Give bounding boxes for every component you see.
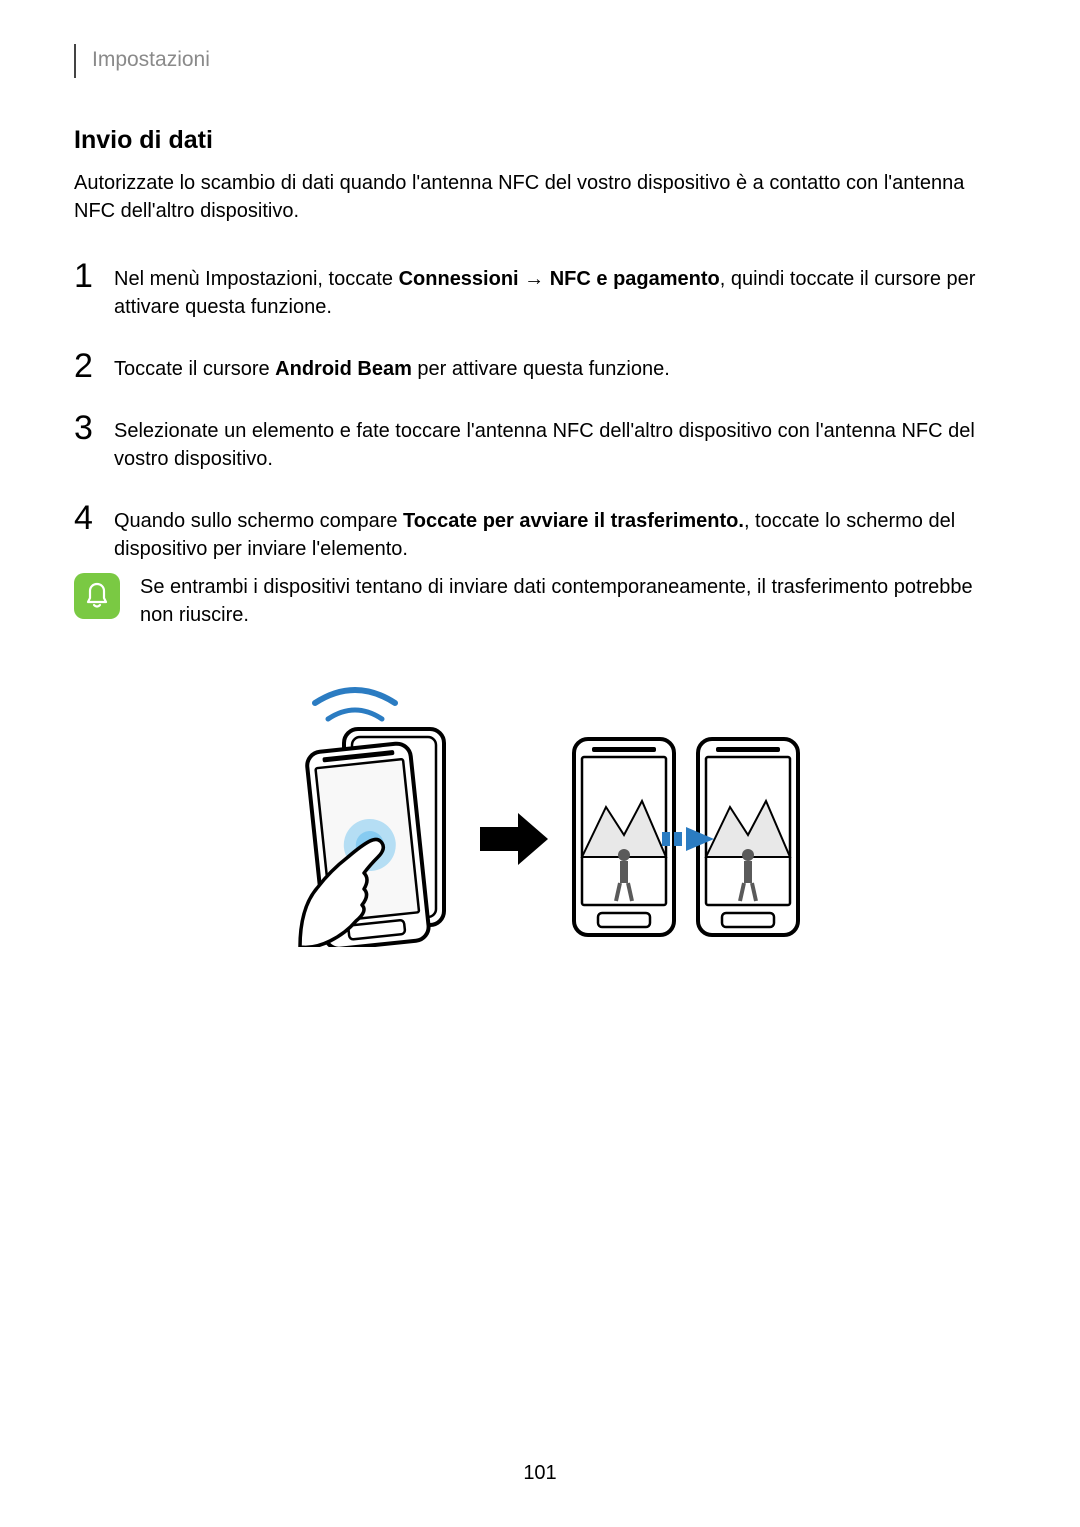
step-list: 1 Nel menù Impostazioni, toccate Conness… <box>74 259 1006 563</box>
step-item: 4 Quando sullo schermo compare Toccate p… <box>74 501 1006 563</box>
page-number: 101 <box>0 1462 1080 1485</box>
header-divider <box>74 44 76 78</box>
phone-left-icon <box>574 739 674 935</box>
header: Impostazioni <box>74 48 1006 78</box>
step-item: 1 Nel menù Impostazioni, toccate Conness… <box>74 259 1006 321</box>
step-number: 1 <box>74 259 96 293</box>
illustration <box>74 657 1006 947</box>
step-text: Selezionate un elemento e fate toccare l… <box>114 411 1006 473</box>
step-number: 4 <box>74 501 96 535</box>
step-item: 2 Toccate il cursore Android Beam per at… <box>74 349 1006 383</box>
nfc-waves-icon <box>315 690 395 719</box>
step-item: 3 Selezionate un elemento e fate toccare… <box>74 411 1006 473</box>
step-text: Quando sullo schermo compare Toccate per… <box>114 501 1006 563</box>
phone-right-icon <box>698 739 798 935</box>
breadcrumb: Impostazioni <box>92 48 210 72</box>
arrow-right-icon <box>480 813 548 865</box>
note-bell-icon <box>74 573 120 619</box>
intro-text: Autorizzate lo scambio di dati quando l'… <box>74 169 1006 225</box>
step-number: 3 <box>74 411 96 445</box>
step-text: Toccate il cursore Android Beam per atti… <box>114 349 1006 383</box>
step-text: Nel menù Impostazioni, toccate Connessio… <box>114 259 1006 321</box>
section-title: Invio di dati <box>74 126 1006 155</box>
step-number: 2 <box>74 349 96 383</box>
note: Se entrambi i dispositivi tentano di inv… <box>74 573 1006 629</box>
note-text: Se entrambi i dispositivi tentano di inv… <box>140 573 1006 629</box>
